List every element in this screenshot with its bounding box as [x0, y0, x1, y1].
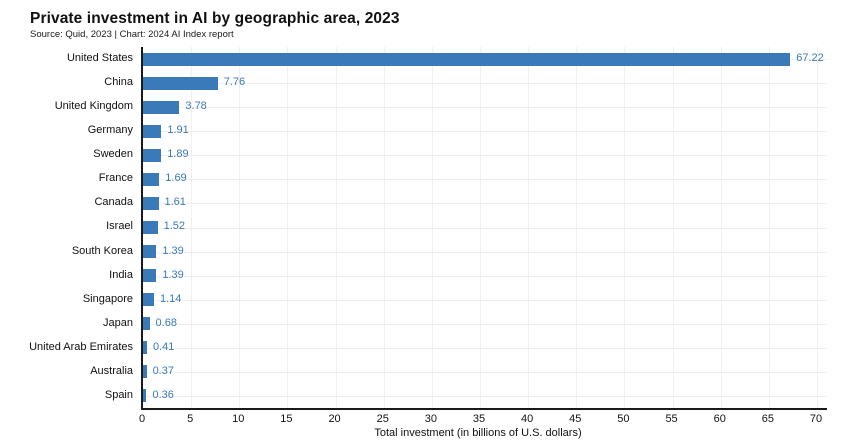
value-label: 1.52 [163, 220, 186, 233]
x-axis-tick-label: 15 [280, 413, 293, 425]
bar-row: United Kingdom 3.78 [55, 95, 827, 119]
category-label: Canada [94, 196, 133, 209]
x-axis-tick-label: 10 [232, 413, 245, 425]
gridline-horizontal [143, 107, 827, 109]
value-label: 1.89 [167, 148, 189, 161]
bar-row: China 7.76 [104, 71, 827, 95]
value-label: 0.36 [152, 388, 174, 401]
x-axis-tick-label: 65 [761, 413, 774, 425]
bar [143, 293, 154, 307]
bar [143, 100, 180, 114]
chart-title: Private investment in AI by geographic a… [30, 10, 400, 27]
category-label: Australia [90, 364, 133, 377]
value-label: 0.68 [155, 316, 177, 329]
gridline-horizontal [143, 323, 827, 325]
gridline-horizontal [143, 83, 827, 85]
gridline-horizontal [143, 347, 827, 349]
value-label: 0.37 [152, 364, 174, 377]
category-label: South Korea [71, 244, 133, 257]
bar-row: Sweden 1.89 [93, 143, 827, 167]
bar-row: South Korea 1.39 [72, 240, 827, 264]
gridline-horizontal [143, 251, 827, 253]
value-label: 1.39 [162, 268, 184, 281]
gridline-horizontal [143, 203, 827, 205]
x-axis-tick-label: 40 [521, 413, 534, 425]
bar [143, 124, 162, 138]
bar [143, 196, 159, 210]
bar-row: India 1.39 [109, 264, 827, 288]
bar [143, 148, 162, 162]
bar-row: United Arab Emirates 0.41 [29, 336, 827, 360]
bar-row: Germany 1.91 [88, 119, 827, 143]
x-axis-tick-label: 0 [138, 413, 146, 425]
bar-row: United States 67.22 [67, 47, 827, 71]
category-label: Spain [104, 388, 133, 401]
value-label: 67.22 [796, 52, 824, 65]
chart-subtitle: Source: Quid, 2023 | Chart: 2024 AI Inde… [30, 29, 234, 40]
x-axis-tick-label: 30 [424, 413, 437, 425]
gridline-horizontal [143, 227, 827, 229]
bar [143, 245, 157, 259]
bar-row: Singapore 1.14 [83, 288, 827, 312]
bar [143, 269, 157, 283]
value-label: 1.39 [162, 244, 184, 257]
category-label: China [104, 76, 133, 89]
gridline-horizontal [143, 299, 827, 301]
x-axis-tick-label: 50 [617, 413, 630, 425]
category-label: United Kingdom [54, 100, 133, 113]
category-label: Japan [103, 316, 133, 329]
x-axis-tick-label: 45 [569, 413, 582, 425]
bar-row: Israel 1.52 [106, 215, 827, 239]
gridline-horizontal [143, 179, 827, 181]
bar-row: Spain 0.36 [105, 384, 827, 408]
x-axis-tick-label: 60 [713, 413, 726, 425]
value-label: 7.76 [223, 76, 246, 89]
bar-row: Japan 0.68 [103, 312, 827, 336]
x-axis-tick-label: 55 [665, 413, 678, 425]
bar [143, 76, 218, 90]
category-label: Singapore [82, 292, 133, 305]
value-label: 1.91 [167, 124, 189, 137]
x-axis-tick-label: 20 [328, 413, 341, 425]
value-label: 1.14 [159, 292, 182, 305]
bar-row: Canada 1.61 [94, 191, 827, 215]
bar [143, 389, 147, 403]
gridline-horizontal [143, 131, 827, 133]
category-label: United States [66, 52, 133, 65]
x-axis-tick-label: 25 [376, 413, 389, 425]
category-label: Germany [87, 124, 133, 137]
value-label: 0.41 [152, 340, 175, 353]
value-label: 1.69 [165, 172, 187, 185]
category-label: Sweden [93, 148, 133, 161]
bar-row: France 1.69 [99, 167, 827, 191]
value-label: 1.61 [164, 196, 186, 209]
gridline-horizontal [143, 155, 827, 157]
bar [143, 220, 158, 234]
category-label: India [109, 268, 133, 281]
gridline-horizontal [143, 275, 827, 277]
category-label: Israel [106, 220, 133, 233]
category-label: United Arab Emirates [29, 340, 133, 353]
bar [143, 317, 150, 331]
bar [143, 341, 147, 355]
bar [143, 52, 791, 66]
gridline-horizontal [143, 371, 827, 373]
x-axis-title: Total investment (in billions of U.S. do… [374, 427, 582, 439]
bar [143, 172, 160, 186]
x-axis-tick-label: 5 [187, 413, 194, 425]
bar-row: Australia 0.37 [90, 360, 827, 384]
bar [143, 365, 147, 379]
x-axis-tick-label: 70 [809, 413, 823, 425]
x-axis-tick-label: 35 [472, 413, 486, 425]
category-label: France [98, 172, 133, 185]
plot-area: United States 67.22 China 7.76 United Kingdo… [29, 47, 827, 410]
gridline-horizontal [143, 395, 827, 397]
value-label: 3.78 [185, 100, 207, 113]
